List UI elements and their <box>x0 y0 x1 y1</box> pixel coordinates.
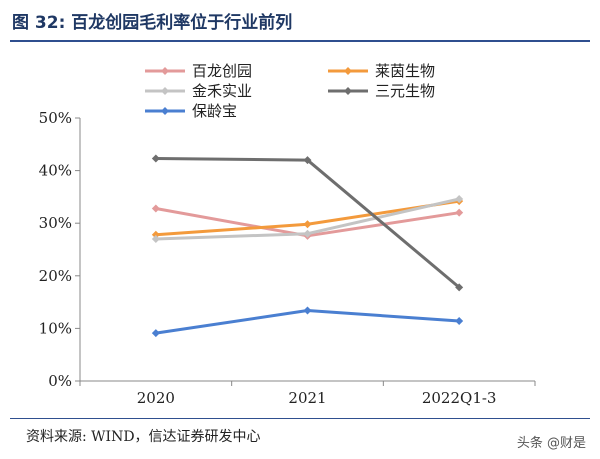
y-tick-label: 30% <box>39 214 72 232</box>
watermark: 头条 @财是 <box>516 436 586 451</box>
data-point <box>151 154 160 163</box>
x-tick-label: 2020 <box>137 389 175 407</box>
y-tick-label: 0% <box>48 372 72 390</box>
legend-swatch-marker <box>161 87 169 95</box>
x-tick-label: 2021 <box>288 389 326 407</box>
figure-title: 图 32: 百龙创园毛利率位于行业前列 <box>12 13 293 33</box>
x-tick-label: 2022Q1-3 <box>422 389 497 407</box>
data-point <box>151 204 160 213</box>
legend-swatch-marker <box>161 107 169 115</box>
data-point <box>455 317 464 326</box>
data-point <box>151 329 160 338</box>
footer-divider <box>10 418 590 419</box>
legend-label: 莱茵生物 <box>375 62 435 80</box>
title-divider <box>10 40 590 42</box>
data-point <box>303 306 312 315</box>
data-point <box>455 283 464 292</box>
legend-label: 金禾实业 <box>192 82 252 100</box>
legend-swatch-marker <box>344 87 352 95</box>
data-point <box>151 230 160 239</box>
legend-swatch-marker <box>344 67 352 75</box>
y-tick-label: 40% <box>39 162 72 180</box>
y-tick-label: 10% <box>39 319 72 337</box>
data-point <box>303 229 312 238</box>
data-point <box>455 208 464 217</box>
legend-label: 保龄宝 <box>192 102 237 120</box>
y-tick-label: 50% <box>39 109 72 127</box>
legend-swatch-marker <box>161 67 169 75</box>
legend-label: 三元生物 <box>375 82 435 100</box>
data-point <box>151 234 160 243</box>
y-tick-label: 20% <box>39 267 72 285</box>
data-point <box>303 220 312 229</box>
data-point <box>455 195 464 204</box>
source-note: 资料来源: WIND，信达证券研发中心 <box>26 429 261 445</box>
legend-label: 百龙创园 <box>192 62 252 80</box>
data-point <box>303 156 312 165</box>
